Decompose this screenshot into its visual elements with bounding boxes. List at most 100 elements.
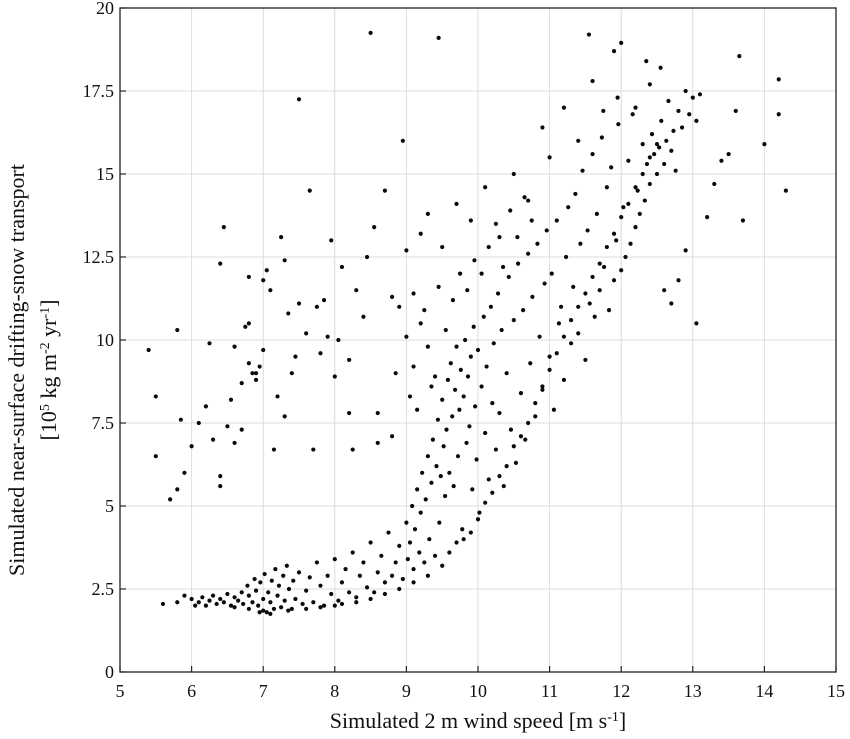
data-point — [178, 417, 183, 422]
data-point — [269, 578, 274, 583]
data-point — [404, 334, 409, 339]
data-point — [325, 573, 330, 578]
data-point — [425, 344, 430, 349]
data-point — [526, 420, 531, 426]
data-point — [264, 610, 269, 615]
data-point — [296, 301, 302, 306]
data-point — [454, 201, 459, 206]
data-point — [146, 347, 151, 353]
data-point — [530, 294, 535, 299]
data-point — [547, 155, 552, 160]
data-point — [664, 138, 669, 143]
data-point — [470, 487, 475, 492]
data-point — [375, 440, 380, 446]
data-point — [425, 573, 430, 578]
data-point — [619, 215, 624, 220]
data-point — [404, 520, 409, 525]
data-point — [293, 354, 298, 359]
data-point — [407, 540, 413, 545]
data-point — [451, 483, 456, 489]
data-point — [314, 304, 319, 309]
data-point — [566, 205, 571, 210]
data-point — [304, 606, 309, 612]
data-point — [258, 580, 263, 585]
data-point — [694, 118, 699, 123]
data-point — [153, 394, 158, 399]
data-point — [533, 414, 538, 419]
data-point — [282, 598, 287, 603]
data-point — [644, 161, 650, 167]
data-point — [694, 321, 699, 326]
data-point — [442, 493, 448, 499]
data-point — [241, 601, 246, 607]
data-point — [448, 361, 453, 366]
data-point — [361, 314, 366, 319]
data-point — [293, 596, 298, 602]
data-point — [526, 198, 531, 203]
x-tick-label: 12 — [612, 681, 630, 701]
data-point — [411, 580, 416, 585]
data-point — [375, 570, 380, 575]
x-tick-label: 10 — [469, 681, 487, 701]
data-point — [397, 586, 402, 592]
data-point — [296, 97, 302, 102]
data-point — [203, 603, 209, 608]
data-point — [372, 225, 377, 230]
data-point — [307, 575, 312, 580]
data-point — [354, 595, 359, 600]
data-point — [228, 397, 234, 402]
data-point — [415, 407, 420, 412]
data-point — [168, 497, 173, 502]
data-point — [683, 88, 688, 94]
data-point — [493, 221, 498, 226]
data-point — [282, 258, 287, 263]
data-point — [540, 384, 545, 389]
data-point — [410, 503, 415, 509]
x-axis-title: Simulated 2 m wind speed [m s-1] — [330, 708, 626, 733]
data-point — [407, 394, 413, 399]
data-point — [262, 571, 267, 577]
data-point — [239, 381, 244, 386]
data-point — [587, 301, 592, 306]
data-point — [500, 264, 506, 270]
data-point — [465, 374, 471, 379]
data-point — [508, 208, 513, 213]
data-point — [479, 271, 484, 276]
data-point — [615, 95, 620, 100]
data-point — [590, 78, 595, 84]
data-point — [616, 122, 621, 127]
data-point — [652, 151, 657, 157]
data-point — [458, 271, 463, 276]
data-point — [640, 142, 645, 147]
data-point — [676, 278, 681, 283]
data-point — [361, 560, 366, 565]
data-point — [647, 155, 652, 160]
data-point — [547, 354, 552, 359]
data-point — [343, 566, 348, 572]
data-point — [515, 261, 521, 266]
data-point — [318, 583, 323, 588]
data-point — [266, 590, 271, 595]
data-point — [490, 400, 495, 406]
data-point — [196, 600, 201, 605]
y-tick-label: 17.5 — [83, 81, 115, 101]
data-point — [568, 317, 574, 323]
data-point — [175, 600, 180, 605]
data-point — [435, 417, 441, 422]
data-point — [654, 171, 660, 177]
data-point — [347, 590, 352, 595]
data-point — [526, 251, 531, 256]
data-point — [611, 231, 617, 236]
data-point — [264, 268, 269, 273]
scatter-points — [146, 30, 788, 617]
data-point — [640, 171, 645, 177]
data-point — [286, 586, 292, 592]
data-point — [393, 560, 398, 565]
data-point — [444, 427, 449, 432]
data-point — [554, 218, 559, 223]
data-point — [578, 241, 583, 246]
data-point — [737, 54, 742, 59]
data-point — [488, 304, 493, 309]
data-point — [271, 447, 277, 452]
data-point — [221, 600, 226, 605]
